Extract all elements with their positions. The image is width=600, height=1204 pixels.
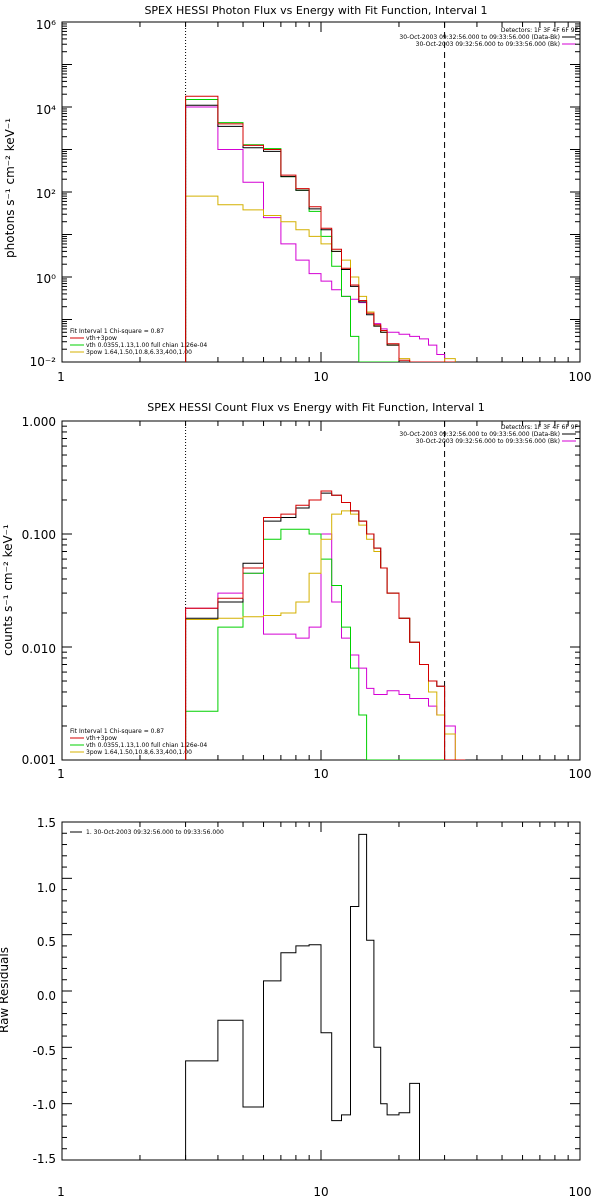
count-bkg-series-line bbox=[185, 533, 466, 760]
photon-y-tick-labels: 10⁻² 10⁰ 10² 10⁴ 10⁶ bbox=[30, 18, 57, 369]
photon-legend-detectors: Detectors: 1F 3F 4F 6F 9F bbox=[501, 27, 579, 34]
residuals-y-tick-label: -1.0 bbox=[33, 1098, 56, 1112]
residuals-y-tick-label: -1.5 bbox=[33, 1152, 56, 1166]
count-y-ticks bbox=[62, 420, 580, 761]
photon-legend-nonthermal-params: 3pow 1.64,1.50,10.8,6.33,400,1.00 bbox=[86, 349, 192, 356]
residuals-panel: Raw Residuals 1 10 100 -1.5 -1.0 -0.5 0.… bbox=[0, 816, 591, 1199]
count-x-tick-labels: 1 10 100 bbox=[57, 767, 591, 781]
photon-legend-thermal-params: vth 0.0355,1.13,1.00 full chian 1.26e-04 bbox=[86, 342, 207, 349]
photon-thermal-series-line bbox=[185, 99, 456, 362]
count-legend-bottom-left: Fit Interval 1 Chi-square = 0.87 vth+3po… bbox=[70, 728, 207, 756]
count-chart-title: SPEX HESSI Count Flux vs Energy with Fit… bbox=[147, 401, 484, 414]
residuals-y-axis-label: Raw Residuals bbox=[0, 947, 11, 1033]
residuals-y-tick-label: 0.0 bbox=[37, 989, 56, 1003]
count-x-tick-label: 1 bbox=[57, 767, 65, 781]
count-y-tick-label: 0.100 bbox=[22, 528, 56, 542]
photon-y-axis-label: photons s⁻¹ cm⁻² keV⁻¹ bbox=[3, 118, 17, 258]
residuals-y-tick-labels: -1.5 -1.0 -0.5 0.0 0.5 1.0 1.5 bbox=[33, 816, 56, 1166]
photon-legend-total-model: vth+3pow bbox=[86, 335, 117, 342]
count-y-tick-label: 0.001 bbox=[22, 753, 56, 767]
residuals-x-tick-label: 1 bbox=[57, 1185, 65, 1199]
photon-legend-chi-square: Fit Interval 1 Chi-square = 0.87 bbox=[70, 328, 164, 335]
residuals-y-tick-label: -0.5 bbox=[33, 1044, 56, 1058]
count-flux-panel: SPEX HESSI Count Flux vs Energy with Fit… bbox=[1, 401, 591, 781]
photon-y-ticks bbox=[62, 21, 580, 363]
residuals-legend: 1. 30-Oct-2003 09:32:56.000 to 09:33:56.… bbox=[70, 829, 224, 836]
photon-chart-title: SPEX HESSI Photon Flux vs Energy with Fi… bbox=[144, 4, 487, 17]
resid-x-ticks bbox=[61, 822, 581, 1160]
photon-total-series-line bbox=[185, 104, 456, 362]
photon-x-tick-labels: 1 10 100 bbox=[57, 370, 591, 384]
residuals-y-tick-label: 1.0 bbox=[37, 881, 56, 895]
count-total-series-line bbox=[185, 492, 466, 760]
residuals-x-tick-label: 10 bbox=[313, 1185, 328, 1199]
photon-y-tick-label: 10⁻² bbox=[30, 355, 57, 369]
photon-legend-bkg-interval: 30-Oct-2003 09:32:56.000 to 09:33:56.000… bbox=[416, 41, 560, 48]
count-legend-nonthermal-params: 3pow 1.64,1.50,10.8,6.33,400,1.00 bbox=[86, 749, 192, 756]
photon-x-tick-label: 100 bbox=[569, 370, 592, 384]
residuals-legend-label: 1. 30-Oct-2003 09:32:56.000 to 09:33:56.… bbox=[86, 829, 224, 836]
count-legend-data-interval: 30-Oct-2003 09:32:56.000 to 09:33:56.000… bbox=[399, 431, 560, 438]
residuals-y-tick-label: 0.5 bbox=[37, 935, 56, 949]
photon-legend-top-right: Detectors: 1F 3F 4F 6F 9F 30-Oct-2003 09… bbox=[399, 27, 578, 48]
count-data-series-line bbox=[185, 490, 466, 760]
count-x-ticks bbox=[61, 421, 581, 760]
photon-y-tick-label: 10² bbox=[36, 187, 56, 201]
count-legend-thermal-params: vth 0.0355,1.13,1.00 full chian 1.26e-04 bbox=[86, 742, 207, 749]
photon-bkg-series-line bbox=[185, 106, 456, 362]
resid-y-ticks bbox=[62, 821, 580, 1161]
count-y-axis-label: counts s⁻¹ cm⁻² keV⁻¹ bbox=[1, 524, 15, 656]
photon-legend-bottom-left: Fit Interval 1 Chi-square = 0.87 vth+3po… bbox=[70, 328, 207, 356]
count-legend-top-right: Detectors: 1F 3F 4F 6F 9F 30-Oct-2003 09… bbox=[399, 424, 578, 445]
resid-total-series-line bbox=[185, 833, 445, 1160]
count-x-tick-label: 10 bbox=[313, 767, 328, 781]
photon-legend-data-interval: 30-Oct-2003 09:32:56.000 to 09:33:56.000… bbox=[399, 34, 560, 41]
count-legend-bkg-interval: 30-Oct-2003 09:32:56.000 to 09:33:56.000… bbox=[416, 438, 560, 445]
photon-y-tick-label: 10⁶ bbox=[36, 18, 56, 32]
count-y-tick-label: 1.000 bbox=[22, 415, 56, 429]
count-legend-chi-square: Fit Interval 1 Chi-square = 0.87 bbox=[70, 728, 164, 735]
count-x-tick-label: 100 bbox=[569, 767, 592, 781]
photon-y-tick-label: 10⁴ bbox=[36, 103, 56, 117]
photon-y-tick-label: 10⁰ bbox=[36, 272, 56, 286]
photon-data-series-line bbox=[185, 95, 456, 362]
residuals-x-tick-label: 100 bbox=[569, 1185, 592, 1199]
photon-x-tick-label: 10 bbox=[313, 370, 328, 384]
photon-x-ticks bbox=[61, 22, 581, 362]
count-y-tick-labels: 0.001 0.010 0.100 1.000 bbox=[22, 415, 56, 767]
count-thermal-series-line bbox=[185, 528, 466, 760]
photon-flux-panel: SPEX HESSI Photon Flux vs Energy with Fi… bbox=[3, 4, 591, 384]
count-y-tick-label: 0.010 bbox=[22, 642, 56, 656]
count-nonthermal-series-line bbox=[185, 510, 466, 760]
count-legend-total-model: vth+3pow bbox=[86, 735, 117, 742]
photon-plot-frame bbox=[61, 21, 581, 363]
photon-x-tick-label: 1 bbox=[57, 370, 65, 384]
photon-nonthermal-series-line bbox=[185, 195, 456, 362]
residuals-x-tick-labels: 1 10 100 bbox=[57, 1185, 591, 1199]
residuals-y-tick-label: 1.5 bbox=[37, 816, 56, 830]
count-legend-detectors: Detectors: 1F 3F 4F 6F 9F bbox=[501, 424, 579, 431]
